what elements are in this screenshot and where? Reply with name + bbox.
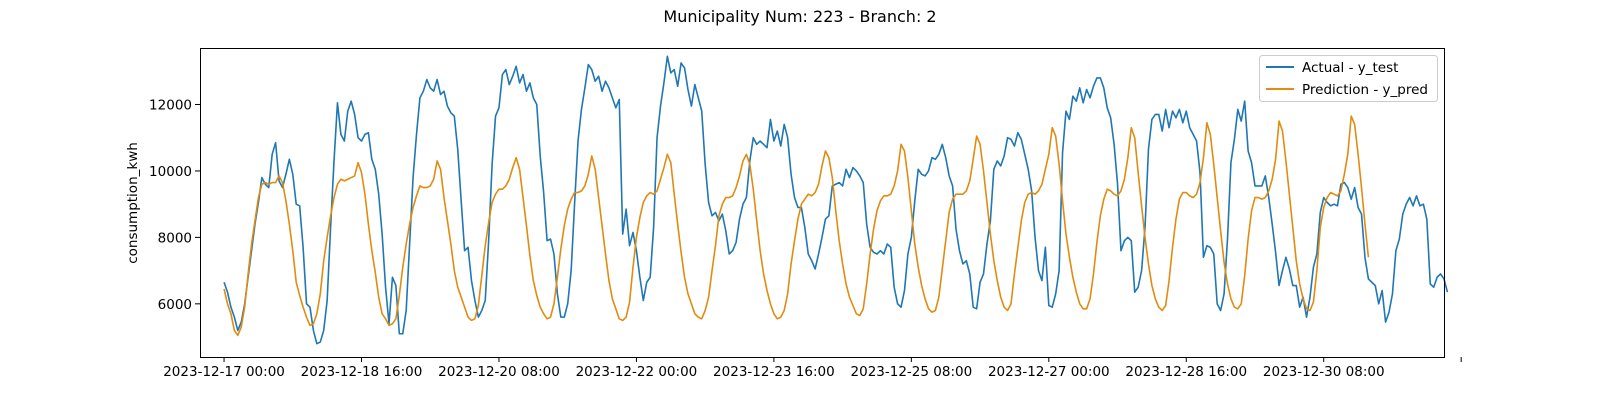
y-axis-label: consumption_kwh	[125, 142, 141, 264]
y-tick-label: 10000	[149, 164, 192, 180]
x-tick-label: 2023-12-22 00:00	[576, 364, 698, 380]
x-tick-label: 2023-12-23 16:00	[713, 364, 835, 380]
x-tick-label: 2023-12-20 08:00	[438, 364, 560, 380]
x-axis: 2023-12-17 00:00 2023-12-18 16:00 2023-12-…	[163, 357, 1462, 380]
y-axis: 6000 8000 10000 12000	[149, 97, 200, 313]
plot-area-frame	[200, 48, 1445, 358]
legend-label-actual: Actual - y_test	[1302, 60, 1398, 76]
y-tick-label: 8000	[158, 230, 192, 246]
legend-frame	[1259, 55, 1438, 102]
plot-lines	[223, 55, 1449, 345]
x-tick-label: 2023-12-17 00:00	[163, 364, 285, 380]
series-line-0	[223, 55, 1449, 345]
legend: Actual - y_test Prediction - y_pred	[1259, 55, 1438, 102]
x-tick-label: 2023-12-18 16:00	[301, 364, 423, 380]
x-tick-label: 2023-12-25 08:00	[851, 364, 973, 380]
x-tick-label: 2023-12-27 00:00	[988, 364, 1110, 380]
y-tick-label: 6000	[158, 297, 192, 313]
x-tick-label: 2023-12-30 08:00	[1263, 364, 1385, 380]
chart-title: Municipality Num: 223 - Branch: 2	[663, 7, 936, 26]
y-tick-label: 12000	[149, 97, 192, 113]
legend-label-prediction: Prediction - y_pred	[1302, 82, 1428, 98]
series-line-1	[223, 115, 1370, 337]
x-tick-label: 2023-12-28 16:00	[1125, 364, 1247, 380]
